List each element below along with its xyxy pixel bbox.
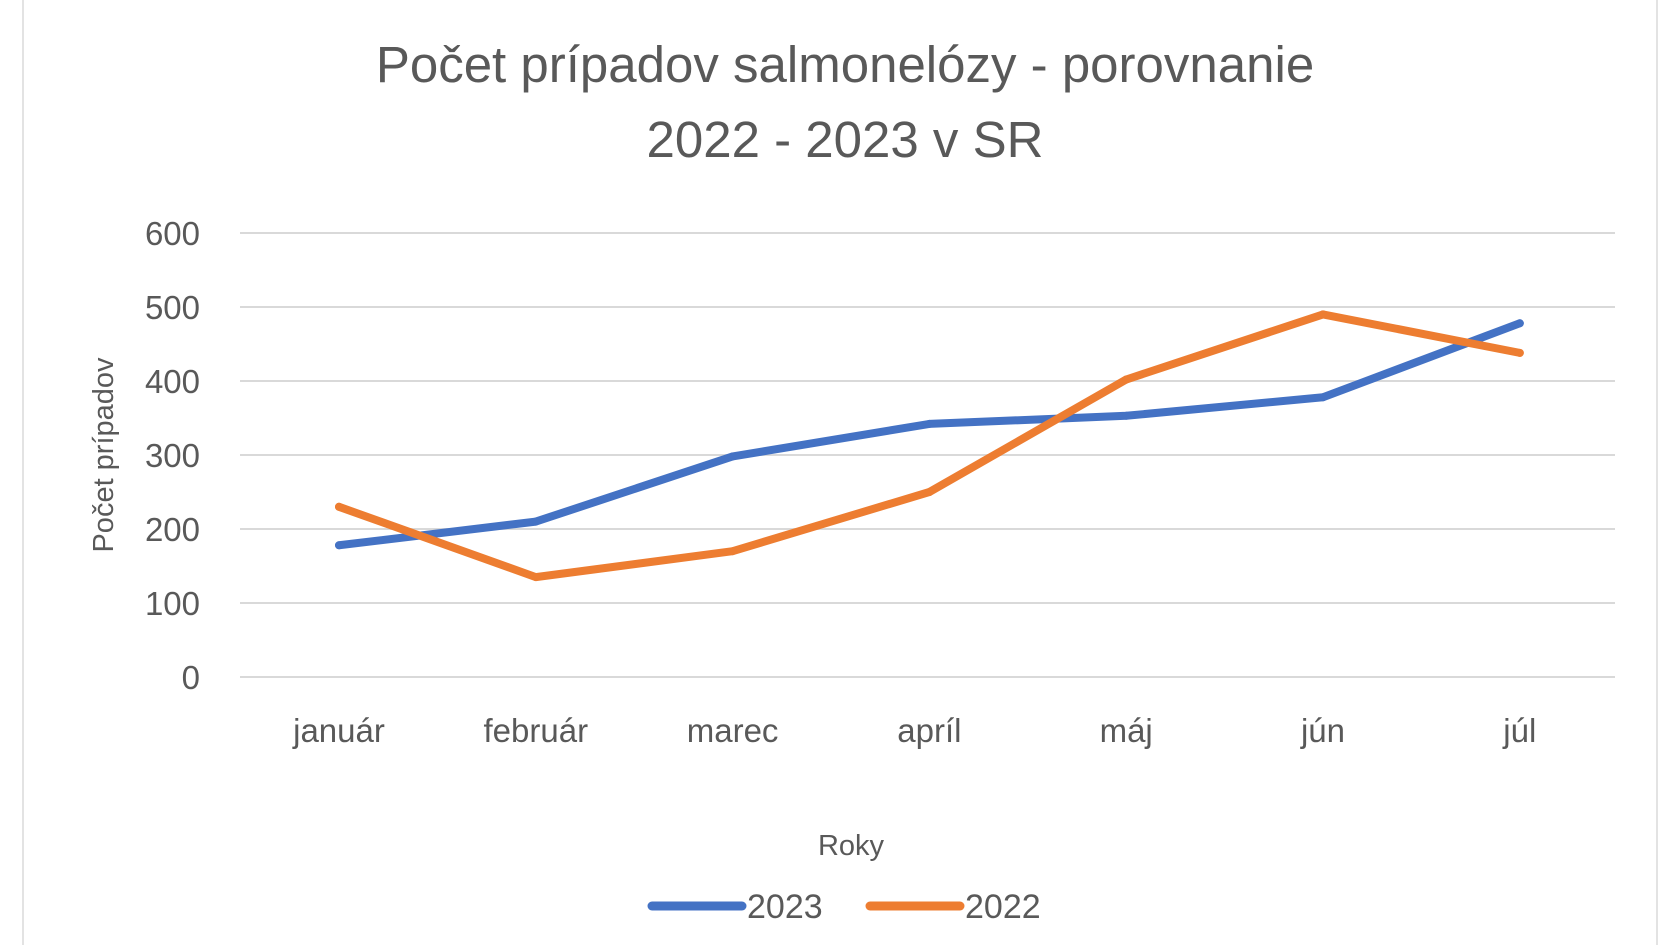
- legend-label-2023: 2023: [747, 888, 823, 926]
- data-point-2022: [728, 547, 737, 556]
- data-point-2022: [335, 502, 343, 511]
- y-tick-label: 600: [145, 215, 200, 252]
- data-point-2022: [1122, 375, 1131, 384]
- chart-title-line-2: 2022 - 2023 v SR: [647, 111, 1044, 168]
- x-tick-label: január: [292, 712, 385, 749]
- data-point-2023: [1319, 393, 1327, 402]
- gridlines: [240, 232, 1615, 678]
- x-tick-label: apríl: [897, 712, 961, 749]
- chart-title-line-1: Počet prípadov salmonelózy - porovnanie: [376, 36, 1314, 93]
- y-tick-label: 300: [145, 437, 200, 474]
- data-point-2023: [531, 517, 540, 526]
- y-axis-ticks: 0 100 200 300 400 500 600: [145, 215, 200, 696]
- y-tick-label: 200: [145, 511, 200, 548]
- data-point-2022: [1319, 310, 1327, 319]
- series-line-2022: [335, 310, 1524, 582]
- data-point-2023: [335, 541, 343, 550]
- y-tick-label: 0: [182, 659, 200, 696]
- y-axis-label: Počet prípadov: [88, 357, 120, 553]
- x-tick-label: február: [484, 712, 589, 749]
- y-tick-label: 400: [145, 363, 200, 400]
- x-tick-label: máj: [1100, 712, 1153, 749]
- data-point-2023: [1122, 411, 1131, 420]
- x-tick-label: marec: [687, 712, 779, 749]
- y-tick-label: 500: [145, 289, 200, 326]
- data-point-2023: [925, 419, 934, 428]
- series-line-2023: [335, 319, 1524, 550]
- data-point-2023: [1515, 319, 1524, 328]
- x-tick-label: júl: [1502, 712, 1536, 749]
- legend: 2023 2022: [647, 888, 1041, 926]
- y-tick-label: 100: [145, 585, 200, 622]
- chart-frame: [22, 0, 1658, 945]
- x-axis-ticks: január február marec apríl máj jún júl: [292, 712, 1536, 749]
- data-point-2022: [1515, 348, 1524, 357]
- x-axis-label: Roky: [818, 830, 885, 862]
- series-lines: [335, 310, 1524, 582]
- data-point-2023: [728, 452, 737, 461]
- legend-label-2022: 2022: [965, 888, 1041, 926]
- data-point-2022: [925, 488, 934, 496]
- x-tick-label: jún: [1300, 712, 1345, 749]
- data-point-2022: [531, 573, 540, 582]
